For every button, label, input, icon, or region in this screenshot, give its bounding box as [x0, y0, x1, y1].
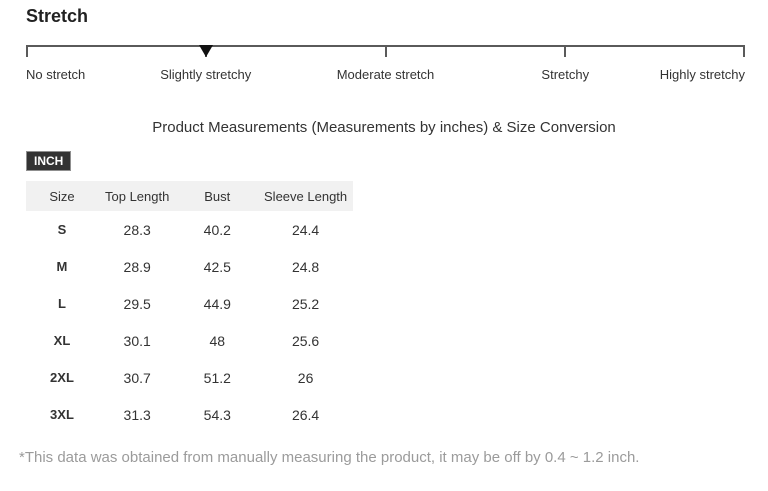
table-row: L 29.5 44.9 25.2	[26, 285, 353, 322]
scale-tick	[26, 45, 28, 57]
cell-top-length: 28.9	[123, 258, 151, 275]
table-row: XL 30.1 48 25.6	[26, 322, 353, 359]
cell-size: S	[57, 222, 67, 237]
table-row: S 28.3 40.2 24.4	[26, 211, 353, 248]
measurement-disclaimer: *This data was obtained from manually me…	[19, 449, 640, 466]
scale-label-no-stretch: No stretch	[26, 67, 86, 82]
scale-label-highly-stretchy: Highly stretchy	[659, 67, 745, 82]
cell-sleeve-length: 26.4	[291, 406, 320, 423]
cell-top-length: 30.1	[123, 332, 151, 349]
column-header-size: Size	[49, 188, 75, 204]
table-row: 3XL 31.3 54.3 26.4	[26, 396, 353, 433]
cell-sleeve-length: 24.4	[291, 221, 320, 238]
stretch-marker-icon	[198, 45, 213, 57]
table-row: M 28.9 42.5 24.8	[26, 248, 353, 285]
scale-tick	[743, 45, 745, 57]
cell-bust: 51.2	[203, 369, 231, 386]
cell-size: L	[57, 296, 66, 311]
table-row: 2XL 30.7 51.2 26	[26, 359, 353, 396]
cell-top-length: 28.3	[123, 221, 151, 238]
cell-bust: 40.2	[203, 221, 231, 238]
column-header-bust: Bust	[204, 188, 231, 204]
cell-sleeve-length: 24.8	[291, 258, 320, 275]
scale-tick	[384, 45, 387, 57]
cell-size: XL	[53, 333, 71, 348]
cell-sleeve-length: 25.2	[291, 295, 320, 312]
cell-size: 2XL	[50, 370, 74, 385]
cell-bust: 54.3	[203, 406, 231, 423]
scale-label-slightly-stretchy: Slightly stretchy	[160, 67, 252, 82]
scale-label-moderate-stretch: Moderate stretch	[336, 67, 435, 82]
column-header-sleeve-length: Sleeve Length	[264, 188, 348, 204]
measurements-title: Product Measurements (Measurements by in…	[152, 119, 616, 136]
unit-inch-button[interactable]: INCH	[26, 151, 72, 171]
cell-top-length: 29.5	[123, 295, 151, 312]
scale-tick	[564, 45, 567, 57]
table-header-row: Size Top Length Bust Sleeve Length	[26, 181, 353, 211]
column-header-top-length: Top Length	[105, 188, 170, 204]
cell-bust: 48	[209, 332, 226, 349]
cell-top-length: 30.7	[123, 369, 151, 386]
cell-sleeve-length: 25.6	[291, 332, 320, 349]
scale-label-stretchy: Stretchy	[541, 67, 590, 82]
cell-top-length: 31.3	[123, 406, 151, 423]
stretch-scale-labels: No stretch Slightly stretchy Moderate st…	[26, 67, 745, 83]
cell-size: M	[56, 259, 68, 274]
cell-size: 3XL	[50, 407, 74, 422]
stretch-scale	[26, 45, 745, 59]
cell-bust: 42.5	[203, 258, 231, 275]
stretch-section-title: Stretch	[26, 6, 89, 26]
cell-bust: 44.9	[203, 295, 231, 312]
cell-sleeve-length: 26	[297, 369, 314, 386]
size-measurement-table: Size Top Length Bust Sleeve Length S 28.…	[26, 181, 353, 433]
